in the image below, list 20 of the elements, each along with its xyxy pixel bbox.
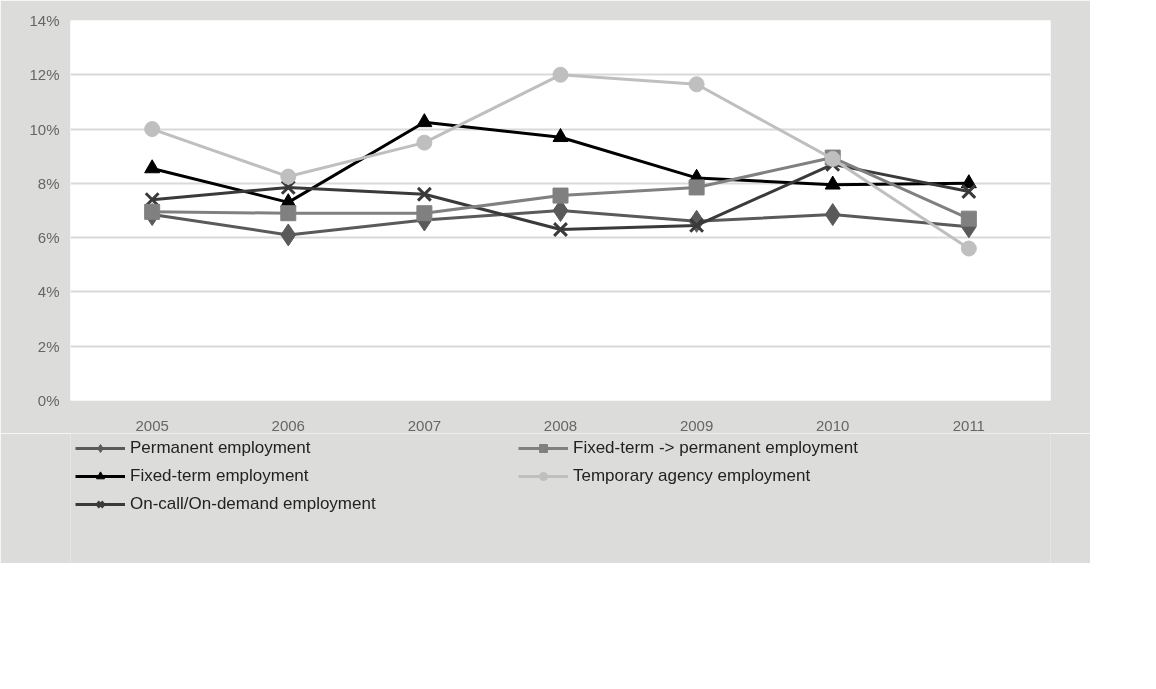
x-tick-label: 2011	[952, 416, 985, 434]
y-tick-label: 8%	[37, 174, 60, 192]
y-tick-label: 2%	[37, 337, 60, 355]
x-tick-label: 2006	[271, 416, 305, 434]
x-tick-label: 2009	[679, 416, 714, 434]
y-tick-label: 4%	[37, 283, 60, 301]
x-tick-label: 2005	[135, 416, 169, 434]
x-tick-label: 2008	[543, 416, 578, 434]
legend-label: Fixed-term employment	[130, 466, 310, 486]
y-tick-label: 12%	[29, 66, 60, 84]
y-tick-label: 6%	[37, 229, 60, 247]
y-tick-label: 10%	[29, 120, 60, 138]
y-tick-label: 14%	[29, 12, 60, 29]
legend-label: Fixed-term -> permanent employment	[573, 438, 859, 458]
y-tick-label: 0%	[37, 392, 60, 409]
legend-label: Permanent employment	[130, 438, 312, 458]
legend-label: Temporary agency employment	[573, 466, 812, 486]
x-tick-label: 2010	[816, 416, 850, 434]
legend-label: On-call/On-demand employment	[130, 494, 377, 514]
x-tick-label: 2007	[407, 416, 442, 434]
